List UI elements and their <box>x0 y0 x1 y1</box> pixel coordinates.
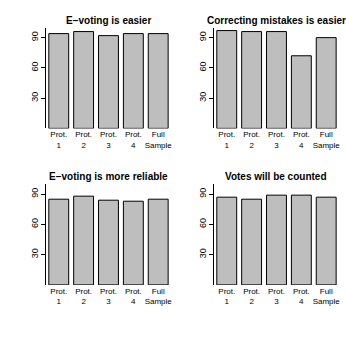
svg-text:60: 60 <box>30 62 40 72</box>
svg-text:90: 90 <box>198 31 208 41</box>
svg-text:FullSample: FullSample <box>313 287 341 306</box>
svg-text:Prot.4: Prot.4 <box>125 130 142 149</box>
svg-text:FullSample: FullSample <box>145 130 173 149</box>
svg-text:90: 90 <box>198 188 208 198</box>
svg-text:Prot.2: Prot.2 <box>243 130 260 149</box>
svg-text:60: 60 <box>30 218 40 228</box>
svg-text:Prot.3: Prot.3 <box>268 287 285 306</box>
svg-text:Votes will be counted: Votes will be counted <box>225 171 327 182</box>
svg-text:30: 30 <box>198 92 208 102</box>
svg-text:Prot.3: Prot.3 <box>100 130 117 149</box>
svg-text:FullSample: FullSample <box>145 287 173 306</box>
svg-text:Prot.4: Prot.4 <box>125 287 142 306</box>
svg-text:Prot.1: Prot.1 <box>50 130 67 149</box>
svg-text:30: 30 <box>30 248 40 258</box>
svg-text:30: 30 <box>30 92 40 102</box>
svg-text:FullSample: FullSample <box>313 130 341 149</box>
svg-text:Prot.2: Prot.2 <box>243 287 260 306</box>
svg-text:Prot.2: Prot.2 <box>75 130 92 149</box>
svg-text:Prot.2: Prot.2 <box>75 287 92 306</box>
svg-text:Prot.3: Prot.3 <box>268 130 285 149</box>
svg-text:Prot.4: Prot.4 <box>293 287 310 306</box>
svg-text:60: 60 <box>198 62 208 72</box>
svg-text:Prot.1: Prot.1 <box>218 130 235 149</box>
svg-text:90: 90 <box>30 31 40 41</box>
svg-text:E−voting is easier: E−voting is easier <box>66 15 151 26</box>
svg-text:Prot.1: Prot.1 <box>50 287 67 306</box>
svg-text:Prot.3: Prot.3 <box>100 287 117 306</box>
svg-text:60: 60 <box>198 218 208 228</box>
svg-text:Prot.4: Prot.4 <box>293 130 310 149</box>
svg-text:Correcting mistakes is easier: Correcting mistakes is easier <box>207 15 346 26</box>
svg-text:Prot.1: Prot.1 <box>218 287 235 306</box>
svg-text:90: 90 <box>30 188 40 198</box>
svg-text:E−voting is more reliable: E−voting is more reliable <box>49 171 168 182</box>
svg-text:30: 30 <box>198 248 208 258</box>
